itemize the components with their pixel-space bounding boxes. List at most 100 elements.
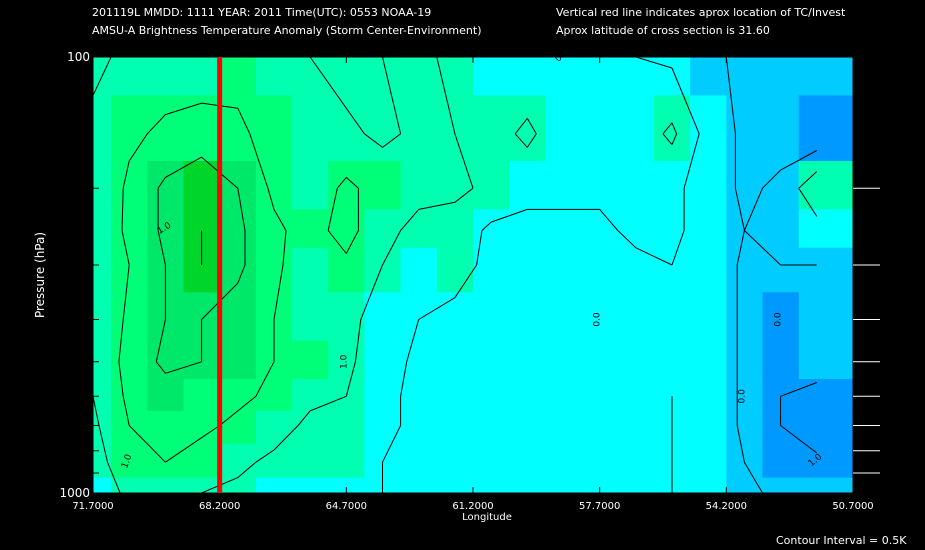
anomaly-cell [111, 477, 148, 493]
anomaly-cell [473, 209, 510, 249]
x-tick-label: 71.7000 [72, 501, 113, 512]
anomaly-cell [473, 247, 510, 293]
anomaly-cell [183, 410, 221, 445]
anomaly-cell [545, 340, 583, 380]
anomaly-cell [292, 161, 329, 210]
anomaly-cell [400, 161, 438, 210]
anomaly-cell [292, 443, 329, 479]
header-storm-info: 201119L MMDD: 1111 YEAR: 2011 Time(UTC):… [92, 6, 432, 19]
anomaly-cell [509, 340, 546, 380]
anomaly-cell [653, 209, 691, 249]
anomaly-cell [653, 247, 691, 293]
anomaly-cell [436, 292, 474, 342]
anomaly-cell [328, 57, 366, 96]
anomaly-cell [255, 477, 293, 493]
anomaly-cell [183, 477, 221, 493]
anomaly-cell [219, 95, 257, 162]
anomaly-cell [473, 340, 510, 380]
contour-label: 0.0 [737, 389, 747, 404]
anomaly-cell [545, 209, 583, 249]
anomaly-cell [762, 340, 800, 380]
anomaly-cell [473, 292, 510, 342]
anomaly-cell [93, 477, 112, 493]
anomaly-cell [617, 95, 655, 162]
anomaly-cell [400, 340, 438, 380]
anomaly-cell [726, 161, 764, 210]
anomaly-cell [581, 161, 619, 210]
anomaly-cell [473, 379, 510, 412]
anomaly-cell [726, 57, 764, 96]
anomaly-cell [762, 161, 800, 210]
anomaly-cell [509, 247, 546, 293]
anomaly-cell [798, 209, 853, 249]
anomaly-cell [545, 57, 583, 96]
anomaly-cell [436, 410, 474, 445]
anomaly-cell [111, 247, 148, 293]
anomaly-cell [581, 379, 619, 412]
anomaly-cell [617, 209, 655, 249]
anomaly-cell [111, 95, 148, 162]
anomaly-cell [726, 379, 764, 412]
anomaly-cell [581, 209, 619, 249]
anomaly-cell [147, 95, 185, 162]
anomaly-cell [328, 95, 366, 162]
anomaly-cell [509, 209, 546, 249]
anomaly-cell [545, 292, 583, 342]
anomaly-cell [219, 379, 257, 412]
anomaly-cell [473, 410, 510, 445]
anomaly-cell [111, 209, 148, 249]
anomaly-cell [147, 161, 185, 210]
anomaly-cell [364, 95, 402, 162]
anomaly-cell [545, 95, 583, 162]
anomaly-cell [436, 443, 474, 479]
anomaly-cell [473, 57, 510, 96]
anomaly-cell [798, 477, 853, 493]
anomaly-cell [292, 247, 329, 293]
anomaly-cell [364, 57, 402, 96]
anomaly-cell [762, 443, 800, 479]
anomaly-cell [436, 477, 474, 493]
anomaly-cell [93, 443, 112, 479]
anomaly-cell [292, 292, 329, 342]
anomaly-cell [690, 95, 727, 162]
anomaly-cell [183, 161, 221, 210]
anomaly-cell [581, 247, 619, 293]
anomaly-cell [219, 292, 257, 342]
anomaly-cell [617, 161, 655, 210]
anomaly-cell [292, 209, 329, 249]
anomaly-cell [255, 379, 293, 412]
anomaly-cell [762, 209, 800, 249]
anomaly-cell [473, 161, 510, 210]
anomaly-cell [726, 247, 764, 293]
x-axis-label: Longitude [462, 512, 512, 523]
anomaly-cell [726, 477, 764, 493]
anomaly-cell [762, 247, 800, 293]
anomaly-cell [690, 247, 727, 293]
anomaly-cell [798, 95, 853, 162]
anomaly-cell [328, 477, 366, 493]
anomaly-cells [93, 57, 853, 493]
anomaly-cell [798, 247, 853, 293]
anomaly-cell [509, 379, 546, 412]
anomaly-cell [93, 379, 112, 412]
anomaly-cell [93, 292, 112, 342]
anomaly-cell [798, 410, 853, 445]
anomaly-cell [147, 57, 185, 96]
anomaly-cell [400, 410, 438, 445]
anomaly-cell [798, 379, 853, 412]
anomaly-cell [798, 161, 853, 210]
anomaly-cell [798, 443, 853, 479]
anomaly-cell [183, 57, 221, 96]
anomaly-cell [400, 443, 438, 479]
anomaly-cell [690, 292, 727, 342]
anomaly-cell [509, 443, 546, 479]
anomaly-cell [93, 95, 112, 162]
anomaly-cell [473, 477, 510, 493]
anomaly-cell [726, 410, 764, 445]
anomaly-cell [653, 95, 691, 162]
anomaly-cell [219, 247, 257, 293]
anomaly-cell [798, 57, 853, 96]
x-tick-label: 54.2000 [706, 501, 747, 512]
anomaly-cell [581, 410, 619, 445]
anomaly-cell [93, 209, 112, 249]
